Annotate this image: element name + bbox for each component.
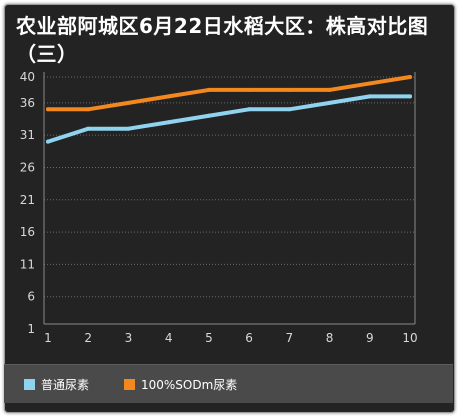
legend-label-series-2: 100%SODm尿素 xyxy=(141,377,238,392)
grid-lines xyxy=(44,76,415,298)
data-point[interactable] xyxy=(247,87,252,92)
axes xyxy=(43,72,416,325)
series-line-1[interactable] xyxy=(46,94,412,144)
y-tick-label: 36 xyxy=(20,96,35,110)
data-point[interactable] xyxy=(166,120,171,125)
x-tick-label: 5 xyxy=(205,331,213,345)
x-tick-labels: 1 2 3 4 5 6 7 8 9 10 xyxy=(44,331,417,345)
legend-swatch-series-2 xyxy=(124,378,135,390)
chart-frame xyxy=(4,4,455,413)
chart-title: 农业部阿城区6月22日水稻大区：株高对比图（三） xyxy=(16,14,429,66)
x-tick-label: 10 xyxy=(402,331,417,345)
x-tick-label: 4 xyxy=(165,331,173,345)
data-point[interactable] xyxy=(287,87,292,92)
y-tick-label: 11 xyxy=(20,257,35,271)
data-point[interactable] xyxy=(327,87,332,92)
data-point[interactable] xyxy=(46,107,50,112)
data-point[interactable] xyxy=(46,139,50,144)
y-tick-label: 16 xyxy=(20,225,35,239)
data-point[interactable] xyxy=(408,94,412,99)
data-point[interactable] xyxy=(367,81,372,86)
data-point[interactable] xyxy=(166,94,171,99)
y-tick-label: 6 xyxy=(27,290,35,304)
x-tick-label: 3 xyxy=(125,331,133,345)
x-tick-label: 8 xyxy=(326,331,334,345)
legend-swatch-series-1 xyxy=(24,378,35,390)
data-point[interactable] xyxy=(126,100,131,105)
data-point[interactable] xyxy=(327,100,332,105)
y-tick-label: 31 xyxy=(20,128,35,142)
legend-item-series-2[interactable]: 100%SODm尿素 xyxy=(124,376,237,392)
x-tick-label: 9 xyxy=(366,331,374,345)
x-tick-label: 7 xyxy=(286,331,294,345)
data-point[interactable] xyxy=(86,107,91,112)
data-point[interactable] xyxy=(126,126,131,131)
data-point[interactable] xyxy=(206,113,211,118)
series-lines xyxy=(46,75,412,144)
x-tick-label: 1 xyxy=(44,331,52,345)
legend: 普通尿素 100%SODm尿素 xyxy=(4,364,453,403)
data-point[interactable] xyxy=(206,87,211,92)
legend-item-series-1[interactable]: 普通尿素 xyxy=(24,376,89,392)
x-tick-label: 2 xyxy=(84,331,92,345)
legend-label-series-1: 普通尿素 xyxy=(41,377,90,392)
data-point[interactable] xyxy=(287,107,292,112)
y-tick-label: 21 xyxy=(20,193,35,207)
data-point[interactable] xyxy=(86,126,91,131)
x-tick-label: 6 xyxy=(245,331,253,345)
y-tick-label: 1 xyxy=(27,322,35,336)
data-point[interactable] xyxy=(367,94,372,99)
y-tick-label: 40 xyxy=(20,70,35,84)
data-point[interactable] xyxy=(247,107,252,112)
series-line-2[interactable] xyxy=(46,75,412,112)
data-point[interactable] xyxy=(408,75,412,79)
y-tick-label: 26 xyxy=(20,160,35,174)
